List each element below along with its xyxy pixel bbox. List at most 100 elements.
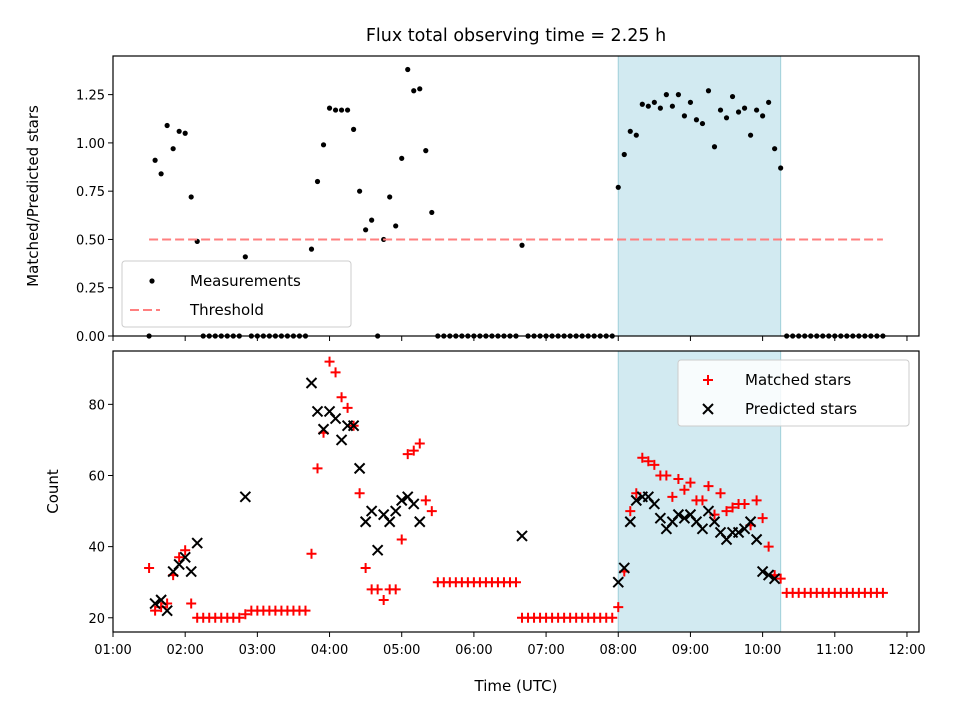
data-point xyxy=(615,184,621,190)
data-point xyxy=(152,157,158,163)
series-matched-stars xyxy=(144,356,888,623)
data-point xyxy=(180,545,191,556)
data-point xyxy=(354,488,365,499)
data-point xyxy=(672,508,685,521)
data-point xyxy=(405,66,411,73)
data-point xyxy=(363,227,369,233)
legend-box xyxy=(121,260,352,328)
data-point xyxy=(387,194,393,200)
data-point xyxy=(753,107,760,113)
data-point xyxy=(747,132,754,138)
legend-box xyxy=(677,359,910,427)
data-point xyxy=(326,105,333,111)
data-point xyxy=(383,516,396,528)
data-point xyxy=(372,584,383,595)
y-tick-label: 0.50 xyxy=(76,233,105,248)
data-point xyxy=(389,505,402,517)
data-point xyxy=(766,99,772,105)
data-point xyxy=(685,477,696,488)
data-point xyxy=(741,105,748,111)
data-point xyxy=(654,512,667,524)
data-point xyxy=(673,474,684,485)
data-point xyxy=(408,498,420,510)
data-point xyxy=(744,516,757,528)
data-point xyxy=(414,438,425,449)
data-point xyxy=(708,516,721,528)
data-point xyxy=(637,452,648,463)
x-axis-label: Time (UTC) xyxy=(474,677,558,695)
data-point xyxy=(365,505,378,517)
data-point xyxy=(768,572,781,585)
data-point xyxy=(426,506,437,517)
data-point xyxy=(607,612,618,623)
data-point xyxy=(613,602,624,613)
data-point xyxy=(649,459,660,470)
data-point xyxy=(681,113,688,119)
y-tick-label: 1.25 xyxy=(76,89,105,104)
data-point xyxy=(750,533,763,546)
data-point xyxy=(344,107,351,113)
legend-swatch xyxy=(703,375,713,385)
data-point xyxy=(661,470,672,481)
y-tick-label: 1.00 xyxy=(76,137,105,152)
data-point xyxy=(675,92,682,98)
data-point xyxy=(335,434,348,446)
data-point xyxy=(639,101,645,107)
data-point xyxy=(170,146,176,152)
data-point xyxy=(155,594,167,606)
data-point xyxy=(763,541,774,552)
data-point xyxy=(717,107,724,113)
data-point xyxy=(702,505,715,517)
legend-label: Measurements xyxy=(190,272,301,290)
data-point xyxy=(240,609,251,620)
data-point xyxy=(396,494,408,507)
data-point xyxy=(516,530,528,542)
axes-frame xyxy=(112,55,920,337)
chart-title: Flux total observing time = 2.25 h xyxy=(366,26,666,46)
data-point xyxy=(191,537,203,549)
data-point xyxy=(369,217,375,223)
x-tick-label: 07:00 xyxy=(527,643,564,658)
data-point xyxy=(756,565,769,578)
data-point xyxy=(350,126,357,132)
data-point xyxy=(735,109,742,115)
data-point xyxy=(306,548,317,559)
data-point xyxy=(311,405,324,418)
data-point xyxy=(378,594,389,605)
data-point xyxy=(312,463,323,474)
data-point xyxy=(324,356,335,367)
data-point xyxy=(393,223,399,229)
x-tick-label: 05:00 xyxy=(383,643,420,658)
series-predicted-stars xyxy=(149,377,781,617)
data-point xyxy=(618,562,630,574)
legend: Matched stars Predicted stars xyxy=(677,359,910,427)
axes-frame xyxy=(112,350,920,633)
data-point xyxy=(357,188,363,194)
data-point xyxy=(185,565,197,578)
data-point xyxy=(396,534,407,545)
y-axis-label: Count xyxy=(44,469,62,514)
y-tick-label: 20 xyxy=(88,612,105,627)
data-point xyxy=(371,544,384,556)
data-point xyxy=(687,99,694,105)
data-point xyxy=(625,506,636,517)
data-point xyxy=(762,569,775,581)
data-point xyxy=(342,402,353,413)
data-point xyxy=(697,495,708,506)
data-point xyxy=(188,194,194,200)
data-point xyxy=(330,367,341,378)
data-point xyxy=(150,605,161,616)
legend-label: Predicted stars xyxy=(745,400,857,418)
data-point xyxy=(300,605,311,616)
data-point xyxy=(715,488,726,499)
data-point xyxy=(158,171,164,177)
x-tick-label: 01:00 xyxy=(94,643,131,658)
data-point xyxy=(338,107,345,113)
data-point xyxy=(633,132,639,138)
data-point xyxy=(877,587,888,598)
data-point xyxy=(663,92,669,98)
data-point xyxy=(336,392,347,403)
data-point xyxy=(760,113,766,119)
data-point xyxy=(519,242,525,248)
